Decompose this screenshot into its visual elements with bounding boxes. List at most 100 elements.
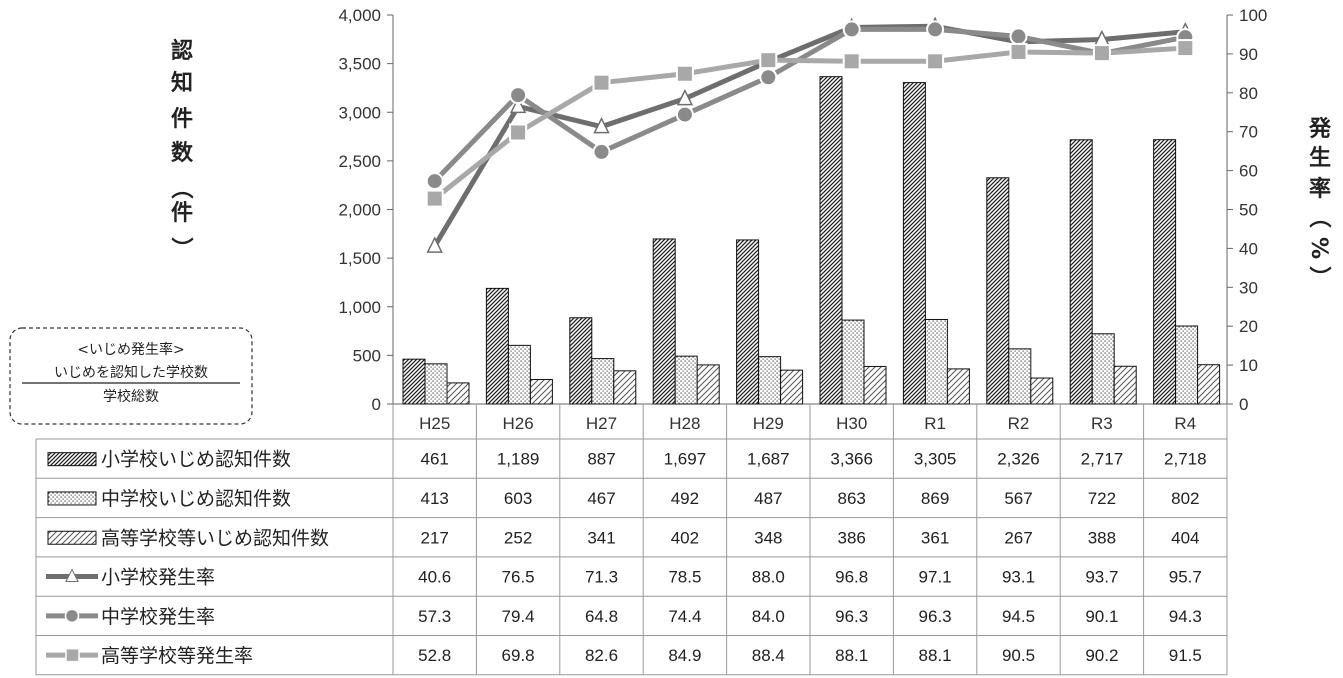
bar [424, 363, 448, 405]
series-point [759, 51, 778, 70]
series-point [675, 64, 694, 83]
bar [986, 177, 1010, 405]
bar [1175, 325, 1199, 405]
table-row-label: 中学校発生率 [101, 606, 215, 628]
y-axis-right-label-char: 生 [1309, 146, 1331, 171]
bar [529, 378, 553, 405]
y-left-tick-label: 1,000 [338, 298, 381, 317]
table-cell: 88.1 [919, 646, 952, 665]
table-cell: 95.7 [1169, 568, 1202, 587]
y-axis-left-label-char: 認 [171, 38, 193, 64]
series-point [675, 105, 694, 124]
table-cell: 2,326 [997, 450, 1040, 469]
x-tick-label: R2 [1008, 414, 1030, 433]
table-cell: 74.4 [668, 607, 701, 626]
table-cell: 404 [1171, 528, 1199, 547]
bar [591, 358, 615, 405]
bar [819, 76, 843, 405]
y-right-tick-label: 0 [1239, 395, 1248, 414]
bar [736, 239, 760, 405]
table-cell: 217 [421, 528, 449, 547]
series-point [842, 20, 861, 39]
y-left-tick-label: 4,000 [338, 6, 381, 25]
bar [946, 368, 970, 405]
bar [863, 365, 887, 405]
y-right-tick-label: 20 [1239, 317, 1258, 336]
y-axis-right-label: 発生率 （% ） [1306, 117, 1332, 288]
legend-swatch-bar [47, 491, 97, 506]
series-point [592, 73, 611, 92]
table-row-label: 中学校いじめ認知件数 [101, 488, 291, 510]
series-point [593, 116, 610, 134]
table-cell: 91.5 [1169, 646, 1202, 665]
bar [652, 238, 676, 405]
table-cell: 40.6 [418, 568, 451, 587]
bar [569, 317, 593, 405]
bar [402, 358, 426, 405]
y-axis-right-label-char: % [1306, 237, 1331, 259]
table-cell: 402 [671, 528, 699, 547]
bar [1153, 139, 1177, 405]
table-cell: 94.3 [1169, 607, 1202, 626]
y-axis-left-label-char: 件 [171, 107, 193, 132]
y-right-tick-label: 80 [1239, 84, 1258, 103]
x-tick-label: R1 [924, 414, 946, 433]
series-point [842, 52, 861, 71]
table-cell: 1,697 [664, 450, 707, 469]
table-cell: 361 [921, 528, 949, 547]
table-cell: 96.8 [835, 568, 868, 587]
table-cell: 341 [587, 528, 615, 547]
y-right-tick-label: 100 [1239, 6, 1267, 25]
table-cell: 96.3 [835, 607, 868, 626]
table-cell: 3,366 [830, 450, 873, 469]
bar [613, 370, 637, 405]
bar [485, 287, 509, 405]
y-left-tick-label: 2,500 [338, 152, 381, 171]
y-axis-right-label-char: （ [1306, 206, 1331, 228]
table-cell: 2,718 [1164, 450, 1207, 469]
table-cell: 386 [838, 528, 866, 547]
legend-marker [64, 608, 80, 624]
series-point [425, 189, 444, 208]
table-row-label: 小学校いじめ認知件数 [101, 449, 291, 471]
x-tick-label: H28 [669, 414, 700, 433]
bar [446, 382, 470, 405]
series-point [425, 172, 444, 191]
table-cell: 887 [587, 450, 615, 469]
bar [696, 364, 720, 405]
y-left-tick-label: 500 [353, 346, 381, 365]
table-cell: 52.8 [418, 646, 451, 665]
table-cell: 90.1 [1085, 607, 1118, 626]
table-cell: 863 [838, 489, 866, 508]
bar [1197, 364, 1221, 405]
table-cell: 1,687 [747, 450, 790, 469]
series-point [1009, 42, 1028, 61]
table-cell: 388 [1088, 528, 1116, 547]
table-cell: 88.1 [835, 646, 868, 665]
bar [902, 82, 926, 405]
series-point [926, 20, 945, 39]
table-cell: 802 [1171, 489, 1199, 508]
table-cell: 492 [671, 489, 699, 508]
x-tick-label: H27 [586, 414, 617, 433]
series-point [509, 86, 528, 105]
table-cell: 78.5 [668, 568, 701, 587]
y-right-tick-label: 40 [1239, 239, 1258, 258]
table-cell: 76.5 [502, 568, 535, 587]
x-tick-label: H29 [753, 414, 784, 433]
table-cell: 90.2 [1085, 646, 1118, 665]
y-right-tick-label: 70 [1239, 123, 1258, 142]
bar [1091, 333, 1115, 405]
bar [758, 356, 782, 405]
series-line [432, 23, 1186, 248]
table-cell: 567 [1004, 489, 1032, 508]
formula-title: <いじめ発生率> [77, 341, 184, 358]
table-cell: 94.5 [1002, 607, 1035, 626]
legend-marker [65, 568, 79, 583]
table-cell: 467 [587, 489, 615, 508]
y-right-tick-label: 60 [1239, 162, 1258, 181]
bar [780, 369, 804, 405]
legend-marker [65, 647, 80, 663]
table-cell: 603 [504, 489, 532, 508]
table-cell: 487 [754, 489, 782, 508]
